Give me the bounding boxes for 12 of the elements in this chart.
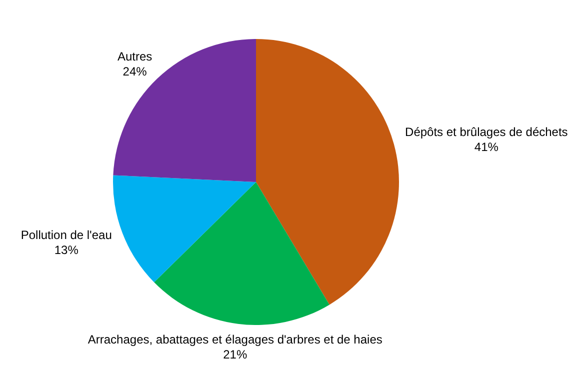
pie-slice	[256, 39, 399, 305]
data-label: 13%	[54, 242, 79, 257]
pie-slice	[113, 175, 256, 282]
slice-label: Autres	[117, 50, 152, 64]
slice-label: Arrachages, abattages et élagages d'arbres et de haies	[88, 332, 382, 347]
data-label: 24%	[122, 64, 148, 79]
pie-slice	[113, 39, 256, 182]
pie-slice	[154, 182, 330, 325]
data-label: 41%	[474, 140, 499, 154]
slice-label: Pollution de l'eau	[20, 228, 112, 242]
slice-label: Dépôts et brûlages de déchets	[405, 125, 568, 140]
data-label: 21%	[223, 348, 248, 362]
